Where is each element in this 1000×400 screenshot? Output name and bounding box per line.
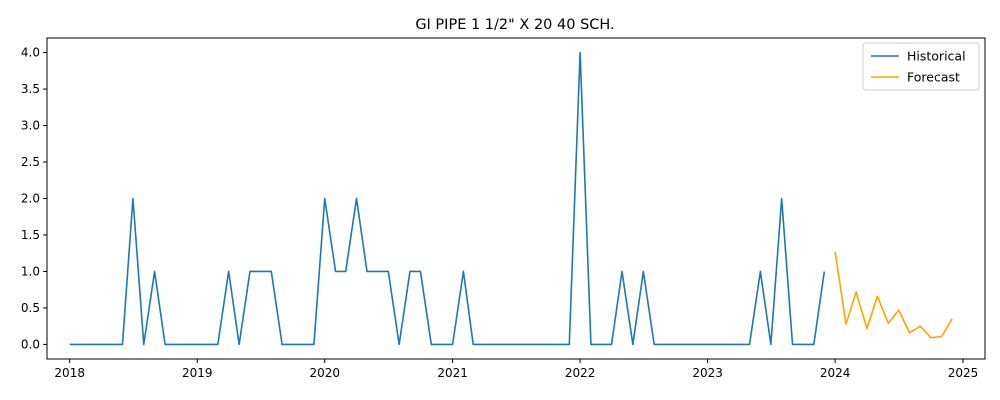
series-line-forecast xyxy=(834,251,953,339)
y-tick-label: 1.0 xyxy=(21,264,40,278)
x-tick-label: 2020 xyxy=(309,366,340,380)
x-tick-label: 2023 xyxy=(692,366,723,380)
plot-lines xyxy=(69,51,953,346)
x-tick-label: 2019 xyxy=(182,366,213,380)
y-tick-label: 2.0 xyxy=(21,192,40,206)
legend-label-forecast: Forecast xyxy=(907,70,960,85)
x-tick-label: 2025 xyxy=(948,366,979,380)
x-tick-label: 2024 xyxy=(820,366,851,380)
x-tick-label: 2022 xyxy=(565,366,596,380)
x-axis: 2018 2019 2020 2021 2022 2023 2024 2025 xyxy=(54,359,978,380)
y-tick-label: 3.0 xyxy=(21,119,40,133)
y-tick-label: 2.5 xyxy=(21,155,40,169)
y-tick-label: 1.5 xyxy=(21,228,40,242)
y-tick-label: 4.0 xyxy=(21,46,40,60)
x-tick-label: 2018 xyxy=(54,366,85,380)
y-tick-label: 0.0 xyxy=(21,337,40,351)
chart-title: GI PIPE 1 1/2" X 20 40 SCH. xyxy=(415,17,614,33)
legend-box xyxy=(862,42,980,91)
legend-label-historical: Historical xyxy=(907,49,966,64)
y-axis: 0.0 0.5 1.0 1.5 2.0 2.5 3.0 3.5 4.0 xyxy=(21,46,47,351)
x-tick-label: 2021 xyxy=(437,366,468,380)
y-tick-label: 3.5 xyxy=(21,82,40,96)
series-line-historical xyxy=(69,51,826,346)
legend: Historical Forecast xyxy=(862,42,980,91)
y-tick-label: 0.5 xyxy=(21,301,40,315)
